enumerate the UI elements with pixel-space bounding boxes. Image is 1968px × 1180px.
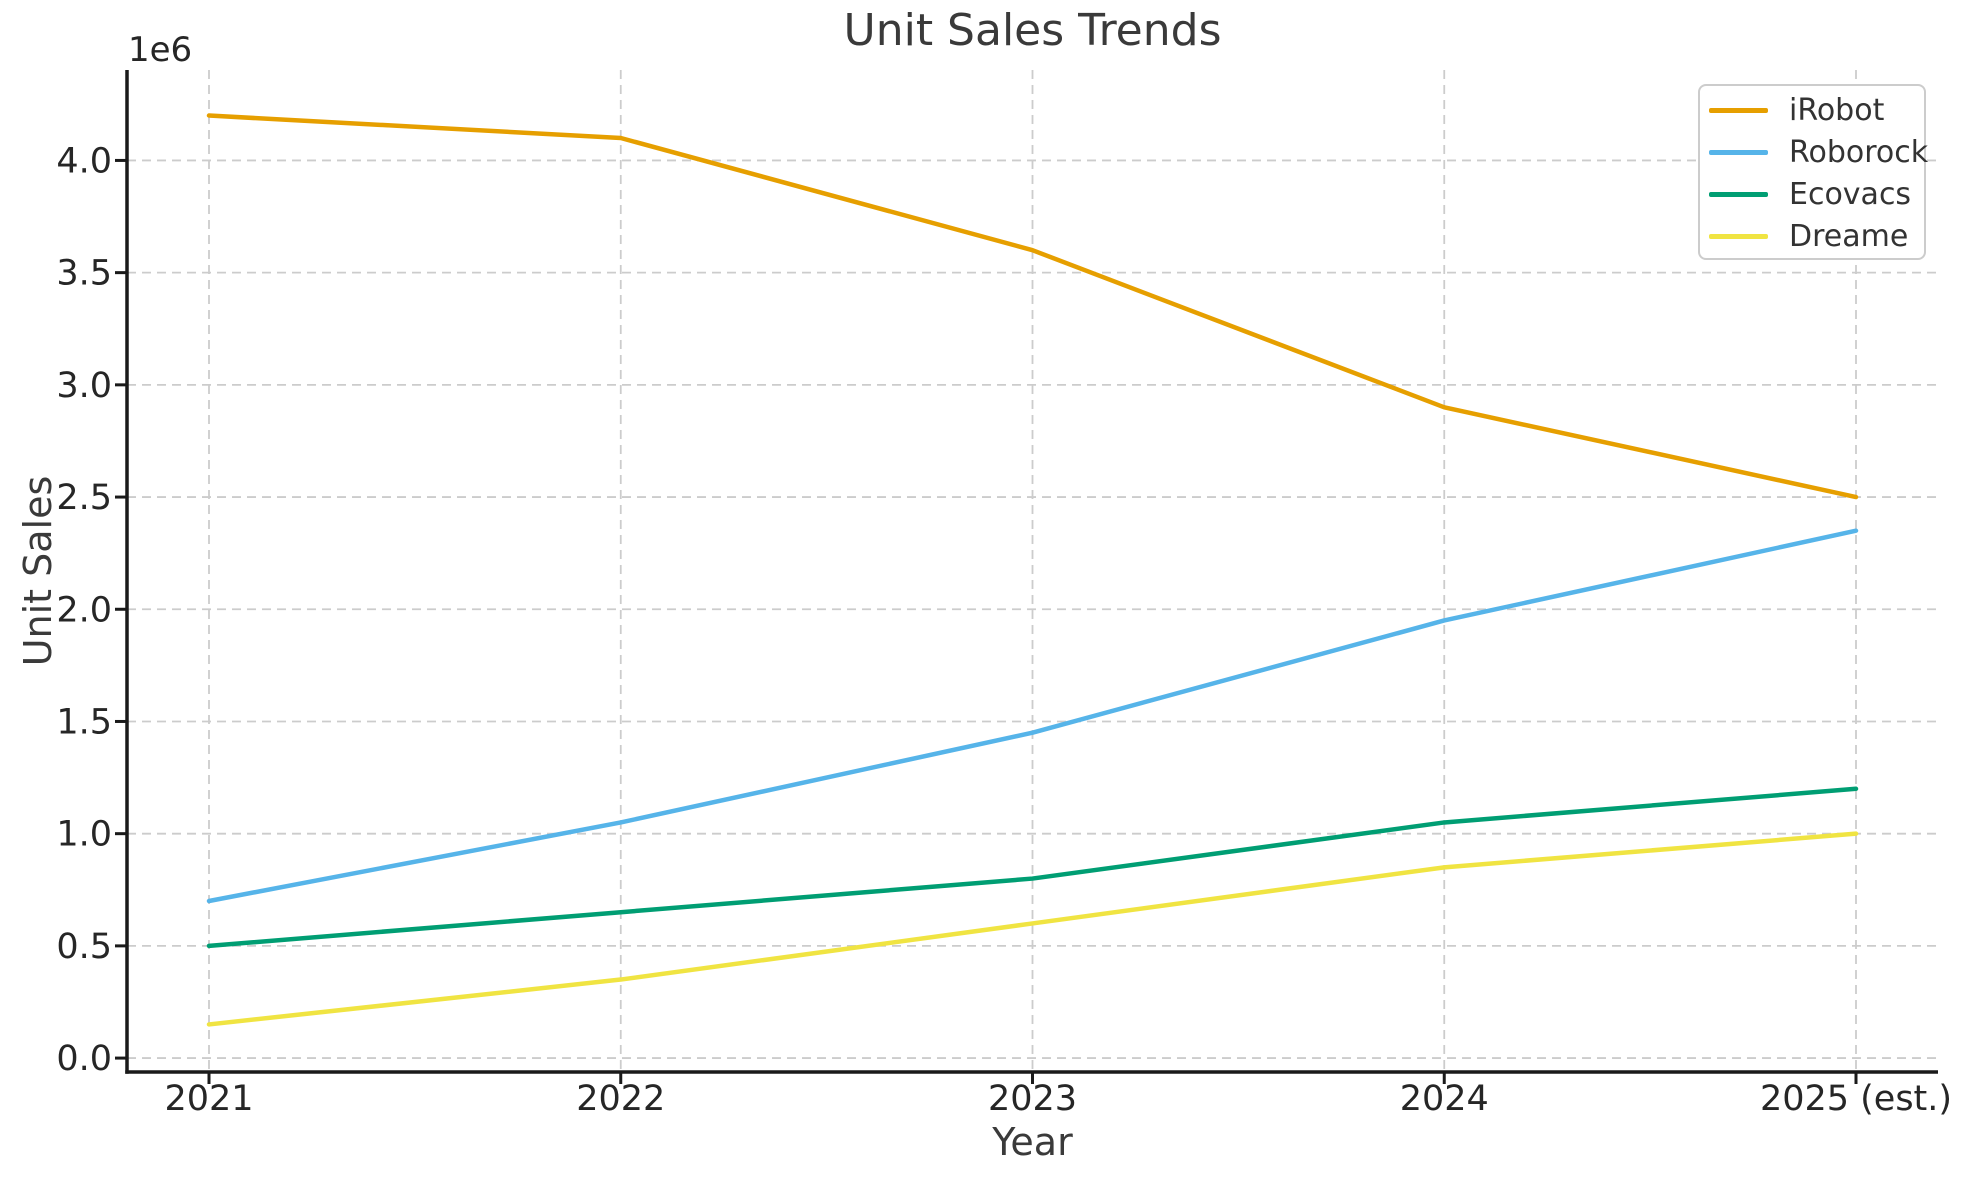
series-line-roborock xyxy=(206,528,1859,904)
y-tick-label: 4.0 xyxy=(56,141,112,181)
legend-label: Roborock xyxy=(1789,134,1929,170)
series-line-ecovacs xyxy=(206,786,1859,949)
legend-item-ecovacs: Ecovacs xyxy=(1700,173,1924,215)
legend-swatch xyxy=(1709,149,1768,155)
series-line-irobot xyxy=(206,113,1859,500)
legend-swatch xyxy=(1709,191,1768,197)
x-tick-label: 2021 xyxy=(164,1079,253,1119)
legend: iRobot Roborock Ecovacs Dreame xyxy=(1698,84,1928,260)
y-tick-label: 2.0 xyxy=(56,590,112,630)
y-axis-offset-label: 1e6 xyxy=(128,30,193,70)
legend-swatch xyxy=(1709,233,1768,239)
y-tick-label: 1.0 xyxy=(56,815,112,855)
legend-item-dreame: Dreame xyxy=(1700,215,1924,257)
x-tick-label: 2022 xyxy=(576,1079,665,1119)
series-line-dreame xyxy=(206,831,1859,1027)
gridlines xyxy=(127,70,1938,1072)
x-tick-label: 2023 xyxy=(988,1079,1077,1119)
chart-title: Unit Sales Trends xyxy=(843,5,1222,56)
x-axis-label: Year xyxy=(992,1120,1073,1164)
axis-ticks xyxy=(115,158,1858,1084)
y-tick-label: 2.5 xyxy=(56,478,112,518)
tick-labels: 0.0 0.5 1.0 1.5 2.0 2.5 3.0 3.5 4.0 2021 2022 2023 2… xyxy=(56,141,1952,1119)
legend-label: iRobot xyxy=(1789,92,1885,128)
y-tick-label: 0.0 xyxy=(56,1039,112,1079)
legend-item-irobot: iRobot xyxy=(1700,89,1924,131)
legend-label: Dreame xyxy=(1789,218,1909,254)
legend-item-roborock: Roborock xyxy=(1700,131,1928,173)
y-tick-label: 0.5 xyxy=(56,927,112,967)
x-tick-label: 2025 (est.) xyxy=(1760,1079,1952,1119)
legend-swatch xyxy=(1709,107,1768,113)
y-tick-label: 1.5 xyxy=(56,702,112,742)
series-lines xyxy=(206,113,1859,1027)
x-tick-label: 2024 xyxy=(1400,1079,1489,1119)
y-axis-label: Unit Sales xyxy=(16,475,60,667)
legend-label: Ecovacs xyxy=(1789,176,1912,212)
y-tick-label: 3.0 xyxy=(56,366,112,406)
y-tick-label: 3.5 xyxy=(56,254,112,294)
